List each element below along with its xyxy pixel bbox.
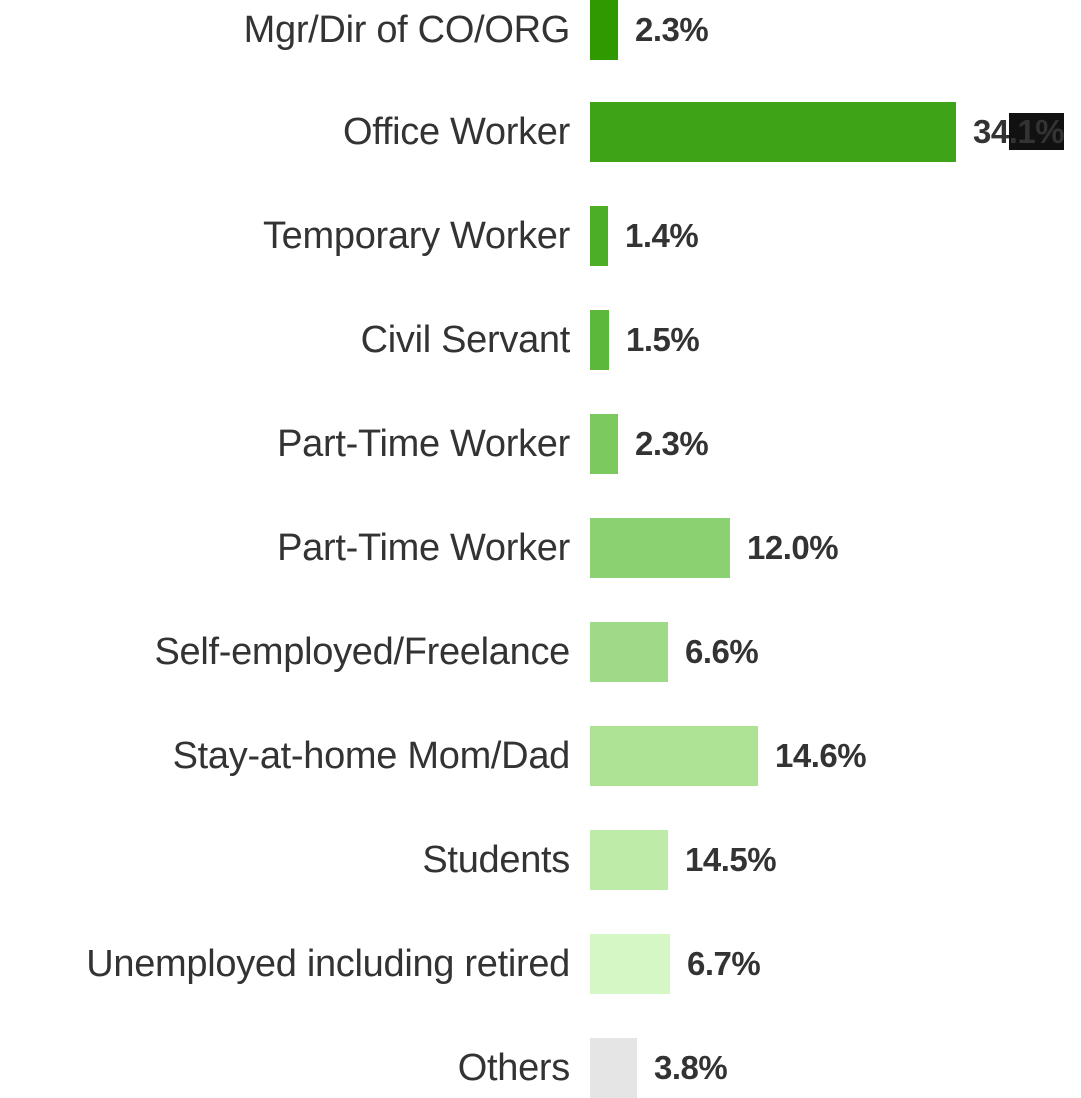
bar — [590, 726, 758, 786]
bar — [590, 414, 618, 474]
category-label: Others — [457, 1047, 571, 1089]
category-label: Office Worker — [343, 111, 570, 153]
category-label: Students — [422, 839, 570, 881]
value-label: 12.0% — [747, 518, 839, 578]
category-label: Stay-at-home Mom/Dad — [172, 735, 571, 777]
value-text: 14.5% — [685, 841, 777, 878]
value-label: 1.4% — [625, 206, 699, 266]
value-text: 6.6% — [685, 633, 759, 670]
bar — [590, 310, 609, 370]
value-text: 3.8% — [654, 1049, 728, 1086]
bar-row: Others 3.8% — [0, 1038, 1081, 1098]
bar-row: Temporary Worker 1.4% — [0, 206, 1081, 266]
bar — [590, 830, 668, 890]
category-label: Self-employed/Freelance — [154, 631, 570, 673]
value-text: 1.4% — [625, 217, 699, 254]
category-label: Part-Time Worker — [277, 527, 570, 569]
value-text: 6.7% — [687, 945, 761, 982]
bar-row: Students 14.5% — [0, 830, 1081, 890]
bar-row: Unemployed including retired 6.7% — [0, 934, 1081, 994]
bar-row: Office Worker 34.1% — [0, 102, 1081, 162]
bar — [590, 518, 730, 578]
value-label: 3.8% — [654, 1038, 728, 1098]
value-label: 1.5% — [626, 310, 700, 370]
bar — [590, 0, 618, 60]
value-label: 2.3% — [635, 0, 709, 60]
bar — [590, 206, 608, 266]
category-label: Temporary Worker — [262, 215, 570, 257]
value-label: 6.6% — [685, 622, 759, 682]
value-text: 1.5% — [626, 321, 700, 358]
category-label: Unemployed including retired — [86, 943, 570, 985]
bar-row: Civil Servant 1.5% — [0, 310, 1081, 370]
bar-row: Self-employed/Freelance 6.6% — [0, 622, 1081, 682]
bar — [590, 1038, 637, 1098]
bar — [590, 622, 668, 682]
value-text: 34 — [973, 113, 1009, 150]
value-text: 2.3% — [635, 425, 709, 462]
category-label: Mgr/Dir of CO/ORG — [243, 9, 571, 51]
value-label: 14.6% — [775, 726, 867, 786]
bar — [590, 934, 670, 994]
value-label: 6.7% — [687, 934, 761, 994]
bar-row: Stay-at-home Mom/Dad 14.6% — [0, 726, 1081, 786]
value-text-occluded: .1% — [1008, 113, 1065, 150]
bar-row: Mgr/Dir of CO/ORG 2.3% — [0, 0, 1081, 60]
category-label: Civil Servant — [360, 319, 571, 361]
value-label: 14.5% — [685, 830, 777, 890]
bar — [590, 102, 956, 162]
value-text: 2.3% — [635, 11, 709, 48]
value-text: 12.0% — [747, 529, 839, 566]
value-text: 14.6% — [775, 737, 867, 774]
value-label: 2.3% — [635, 414, 709, 474]
bar-row: Part-Time Worker 12.0% — [0, 518, 1081, 578]
bar-row: Part-Time Worker 2.3% — [0, 414, 1081, 474]
category-label: Part-Time Worker — [277, 423, 570, 465]
value-label: 34.1% — [973, 102, 1065, 162]
